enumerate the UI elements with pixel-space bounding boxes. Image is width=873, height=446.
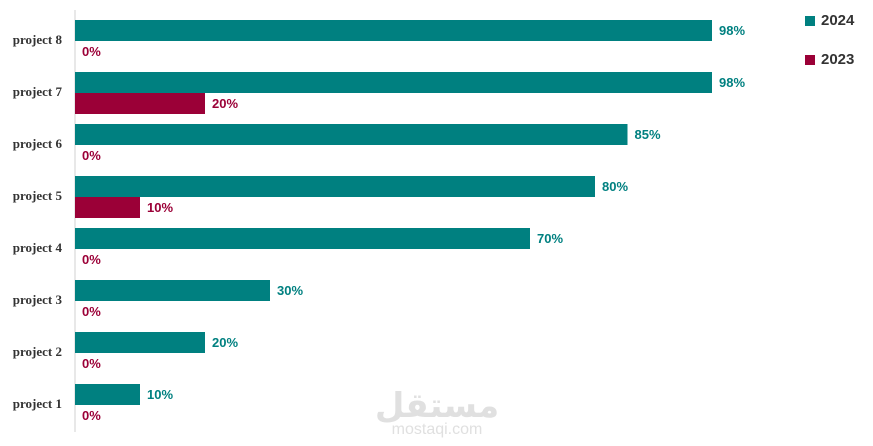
y-tick-label: project 5 <box>13 188 63 203</box>
value-label: 0% <box>82 408 101 423</box>
legend-label: 2024 <box>821 12 855 29</box>
bar <box>75 124 628 145</box>
bar <box>75 176 595 197</box>
value-label: 70% <box>537 231 563 246</box>
legend-swatch <box>805 16 815 26</box>
bar <box>75 280 270 301</box>
value-label: 0% <box>82 304 101 319</box>
legend-swatch <box>805 55 815 65</box>
bar <box>75 20 712 41</box>
y-tick-label: project 1 <box>13 396 62 411</box>
value-label: 0% <box>82 44 101 59</box>
value-label: 30% <box>277 283 303 298</box>
value-label: 10% <box>147 200 173 215</box>
value-label: 98% <box>719 23 745 38</box>
legend-label: 2023 <box>821 51 854 68</box>
bar <box>75 72 712 93</box>
value-label: 0% <box>82 356 101 371</box>
value-label: 0% <box>82 252 101 267</box>
value-label: 20% <box>212 96 238 111</box>
value-label: 98% <box>719 75 745 90</box>
value-label: 85% <box>635 127 661 142</box>
value-label: 80% <box>602 179 628 194</box>
y-tick-label: project 3 <box>13 292 63 307</box>
y-tick-label: project 2 <box>13 344 62 359</box>
value-label: 0% <box>82 148 101 163</box>
y-tick-label: project 4 <box>13 240 63 255</box>
value-label: 10% <box>147 387 173 402</box>
bar <box>75 197 140 218</box>
watermark: مستقل <box>375 387 499 425</box>
value-label: 20% <box>212 335 238 350</box>
y-tick-label: project 6 <box>13 136 63 151</box>
watermark: mostaqi.com <box>392 421 483 438</box>
bar <box>75 228 530 249</box>
bar <box>75 332 205 353</box>
y-tick-label: project 7 <box>13 84 63 99</box>
bar <box>75 384 140 405</box>
bar <box>75 93 205 114</box>
y-tick-label: project 8 <box>13 32 63 47</box>
